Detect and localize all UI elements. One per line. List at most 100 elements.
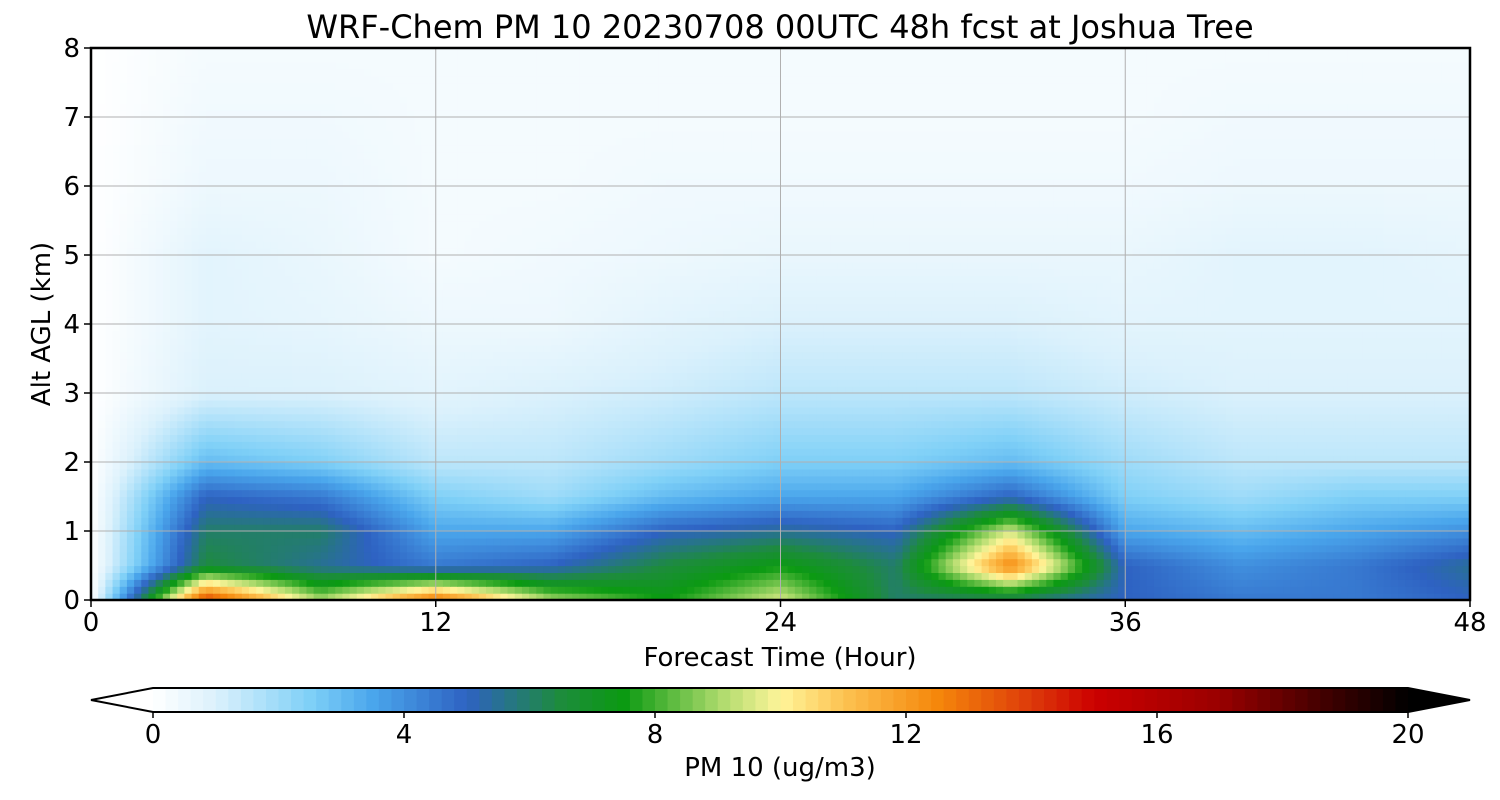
heatmap-cell	[450, 448, 458, 456]
heatmap-cell	[284, 468, 293, 477]
heatmap-cell	[1383, 572, 1392, 580]
heatmap-cell	[442, 434, 451, 442]
heatmap-cell	[1283, 420, 1292, 429]
heatmap-cell	[1304, 517, 1313, 525]
heatmap-cell	[170, 593, 178, 600]
heatmap-cell	[1405, 427, 1414, 435]
heatmap-cell	[191, 572, 200, 580]
heatmap-cell	[1218, 462, 1227, 470]
heatmap-cell	[184, 489, 193, 498]
heatmap-cell	[1089, 475, 1098, 484]
heatmap-cell	[1125, 420, 1134, 429]
heatmap-cell	[335, 572, 343, 580]
heatmap-cell	[988, 586, 997, 594]
heatmap-cell	[1182, 482, 1191, 491]
heatmap-cell	[1031, 537, 1040, 546]
heatmap-cell	[184, 420, 193, 429]
heatmap-cell	[658, 517, 667, 525]
heatmap-cell	[988, 441, 997, 449]
heatmap-cell	[586, 510, 595, 518]
heatmap-cell	[234, 558, 243, 567]
heatmap-cell	[866, 434, 875, 442]
heatmap-cell	[292, 496, 300, 504]
heatmap-cell	[227, 482, 236, 491]
heatmap-cell	[464, 586, 473, 594]
heatmap-cell	[550, 489, 559, 498]
heatmap-cell	[579, 434, 588, 442]
heatmap-cell	[162, 441, 171, 449]
heatmap-cell	[1118, 489, 1126, 498]
heatmap-cell	[213, 537, 221, 546]
heatmap-cell	[1132, 468, 1141, 477]
heatmap-cell	[428, 586, 437, 594]
heatmap-cell	[1376, 572, 1385, 580]
heatmap-cell	[866, 531, 875, 539]
heatmap-cell	[1168, 593, 1177, 600]
heatmap-cell	[830, 434, 839, 442]
heatmap-cell	[170, 537, 178, 546]
heatmap-cell	[1082, 441, 1090, 449]
heatmap-cell	[679, 517, 688, 525]
heatmap-cell	[148, 468, 157, 477]
heatmap-cell	[1225, 475, 1234, 484]
heatmap-cell	[428, 558, 437, 567]
heatmap-cell	[414, 558, 422, 567]
heatmap-cell	[328, 455, 336, 463]
heatmap-cell	[809, 427, 818, 435]
heatmap-cell	[967, 517, 976, 525]
heatmap-cell	[435, 537, 444, 546]
heatmap-cell	[1046, 448, 1055, 456]
heatmap-cell	[1153, 510, 1162, 518]
heatmap-cell	[1225, 427, 1234, 435]
heatmap-cell	[1110, 462, 1119, 470]
heatmap-cell	[1441, 544, 1450, 553]
heatmap-cell	[1010, 503, 1019, 511]
heatmap-cell	[615, 551, 624, 560]
heatmap-cell	[227, 496, 236, 504]
heatmap-cell	[1254, 531, 1263, 539]
heatmap-cell	[672, 586, 681, 594]
heatmap-cell	[313, 503, 322, 511]
heatmap-cell	[830, 551, 839, 560]
heatmap-cell	[457, 544, 466, 553]
heatmap-cell	[974, 593, 983, 600]
heatmap-cell	[148, 586, 157, 594]
heatmap-cell	[708, 551, 717, 560]
heatmap-cell	[1304, 531, 1313, 539]
heatmap-cell	[593, 510, 602, 518]
heatmap-cell	[1118, 468, 1126, 477]
heatmap-cell	[1333, 544, 1342, 553]
heatmap-cell	[550, 482, 559, 491]
heatmap-cell	[1333, 468, 1342, 477]
heatmap-cell	[615, 468, 624, 477]
heatmap-cell	[1204, 531, 1213, 539]
heatmap-cell	[823, 489, 832, 498]
heatmap-cell	[1067, 551, 1076, 560]
heatmap-cell	[1376, 531, 1385, 539]
heatmap-cell	[687, 475, 695, 484]
heatmap-cell	[1139, 455, 1148, 463]
heatmap-cell	[1434, 537, 1442, 546]
heatmap-cell	[521, 455, 530, 463]
heatmap-cell	[141, 489, 150, 498]
heatmap-cell	[1419, 510, 1428, 518]
heatmap-cell	[1383, 551, 1392, 560]
heatmap-cell	[1304, 496, 1313, 504]
heatmap-cell	[1362, 593, 1371, 600]
heatmap-cell	[1039, 462, 1047, 470]
heatmap-cell	[579, 537, 588, 546]
heatmap-cell	[1254, 462, 1263, 470]
heatmap-cell	[529, 496, 537, 504]
heatmap-cell	[715, 579, 724, 587]
heatmap-cell	[148, 572, 157, 580]
heatmap-cell	[363, 510, 372, 518]
heatmap-cell	[478, 496, 487, 504]
heatmap-cell	[507, 448, 516, 456]
heatmap-cell	[960, 531, 968, 539]
heatmap-cell	[1261, 565, 1270, 573]
heatmap-cell	[1039, 475, 1047, 484]
heatmap-cell	[270, 579, 279, 587]
heatmap-cell	[1125, 531, 1134, 539]
heatmap-cell	[1089, 558, 1098, 567]
heatmap-cell	[830, 565, 839, 573]
